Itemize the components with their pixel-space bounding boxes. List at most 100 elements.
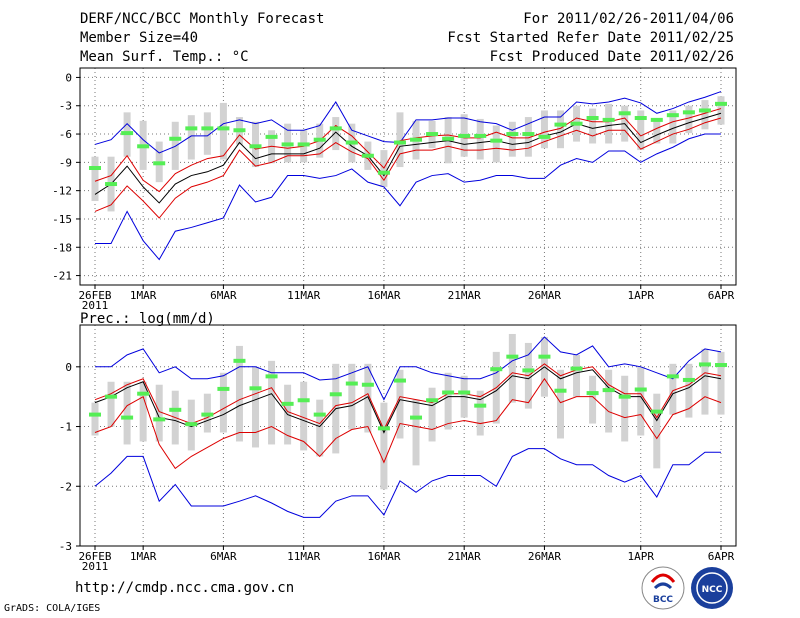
median-marker [458,133,471,138]
min-line [94,91,722,154]
median-marker [137,391,150,396]
y-tick-label: -12 [52,185,72,198]
median-marker [554,122,567,127]
median-marker [682,377,695,382]
median-marker [361,382,374,387]
y-tick-label: -3 [59,100,72,113]
lower-spread-line [94,377,722,470]
median-marker [618,394,631,399]
median-marker [490,367,503,372]
range-bar [605,103,613,144]
x-tick-label: 21MAR [448,550,481,563]
median-marker [169,136,182,141]
range-bar [556,110,564,149]
range-bar [685,105,693,134]
median-marker [121,415,134,420]
x-tick-label: 11MAR [287,289,320,302]
range-bar [203,112,211,155]
median-marker [698,108,711,113]
range-bar [444,372,452,430]
min-line [95,336,722,401]
median-marker [634,387,647,392]
range-bar [252,366,260,448]
y-tick-label: -21 [52,270,72,283]
range-bar [139,381,147,442]
range-bar [524,117,532,157]
range-bar [187,115,195,160]
ncc-logo: NCC [691,567,733,609]
range-bar [556,369,564,439]
range-bar [701,348,709,415]
median-marker [297,398,310,403]
median-marker [233,128,246,133]
range-bar [91,156,99,202]
range-bar [476,118,484,160]
plot-frame [79,324,737,547]
median-marker [522,132,535,137]
start-date: Fcst Started Refer Date 2011/02/25 [447,30,734,46]
x-tick-label: 6APR [708,550,735,563]
ensemble-mean-line [94,112,722,204]
median-marker [522,368,535,373]
precip-panel-label: Prec.: log(mm/d) [80,311,215,327]
temperature-panel: 0 -3 -6 -9 -12 -15 -18 -21 26FEB 1MAR 6MAR 11MAR 16M… [52,67,737,312]
median-marker [682,110,695,115]
bcc-logo-text: BCC [653,595,673,605]
median-marker [105,394,118,399]
y-tick-label: -1 [59,421,72,434]
median-marker [217,126,230,131]
median-marker [377,426,390,431]
x-tick-label: 6MAR [210,289,237,302]
range-bar [589,108,597,144]
median-marker [410,137,423,142]
median-marker [281,401,294,406]
median-marker [506,354,519,359]
median-marker [233,358,246,363]
median-marker [105,182,118,187]
range-bar [396,369,404,439]
median-marker [265,374,278,379]
upper-spread-line [94,108,722,193]
range-bar [428,387,436,442]
lower-spread-line [94,117,722,219]
range-bar [653,118,661,144]
range-bar [300,381,308,451]
x-tick-label: 11MAR [287,550,320,563]
median-marker [474,133,487,138]
y-tick-label: -15 [52,213,72,226]
median-marker [297,142,310,147]
median-marker [137,144,150,149]
range-bar [380,402,388,490]
median-marker [121,131,134,136]
max-line [95,133,721,261]
range-bar [91,402,99,436]
median-marker [329,392,342,397]
x-year-label: 2011 [82,560,109,573]
range-bar [717,96,725,125]
median-marker [89,412,101,417]
x-tick-label: 1MAR [130,289,157,302]
median-marker [185,422,198,427]
x-tick-label: 1MAR [130,550,157,563]
median-marker [153,417,166,422]
y-tick-label: 0 [65,71,72,84]
x-tick-label: 6APR [708,289,735,302]
range-bar [637,110,645,151]
y-tick-label: -6 [59,128,72,141]
median-marker [538,354,551,359]
precipitation-panel: 0 -1 -2 -3 26FEB 1MAR 6MAR 11MAR 16MAR 21MAR 26MAR… [59,324,737,573]
range-bar [508,121,516,157]
median-marker [185,126,198,131]
median-marker [426,132,439,137]
source-url[interactable]: http://cmdp.ncc.cma.gov.cn [75,580,295,596]
median-marker [442,136,455,141]
median-marker [281,142,294,147]
median-marker [506,132,519,137]
median-marker [201,126,214,131]
median-marker [666,113,679,118]
range-bar [332,117,340,151]
x-tick-label: 21MAR [448,289,481,302]
range-bar [653,393,661,469]
median-marker [602,117,615,122]
median-marker [586,391,599,396]
